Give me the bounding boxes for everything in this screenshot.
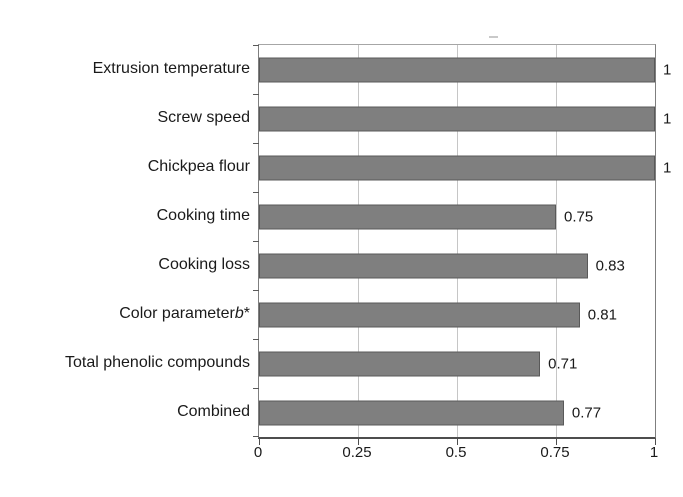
gridline-x-0.75 xyxy=(556,45,557,437)
bar xyxy=(259,302,580,327)
bar xyxy=(259,400,564,425)
bar-row: 0.75 xyxy=(259,192,655,241)
bar xyxy=(259,155,655,180)
x-axis-tick xyxy=(358,439,359,445)
bar-value-label: 0.77 xyxy=(571,404,602,421)
category-label: Color parameter b * xyxy=(119,304,250,322)
bar-value-label: 0.83 xyxy=(595,257,625,274)
category-label: Extrusion temperature xyxy=(92,59,250,77)
plot-area: 1 1 1 0.75 0.83 0.81 0.71 0.77 xyxy=(253,44,671,445)
category-axis-labels: Extrusion temperature Screw speed Chickpea… xyxy=(0,44,250,436)
category-axis-tick xyxy=(253,290,259,291)
bar-value-label: 1 xyxy=(663,61,672,78)
x-axis-tick-label: 0 xyxy=(253,444,263,461)
bar xyxy=(259,253,588,278)
category-label: Combined xyxy=(177,402,250,420)
category-axis-tick xyxy=(253,241,259,242)
category-axis-tick xyxy=(253,436,259,437)
category-axis-tick xyxy=(253,45,259,46)
category-axis-tick xyxy=(253,339,259,340)
category-label: Cooking time xyxy=(156,206,250,224)
category-axis-tick xyxy=(253,94,259,95)
bar xyxy=(259,204,556,229)
x-axis-tick xyxy=(259,439,260,445)
category-axis-tick xyxy=(253,388,259,389)
bar-row: 1 xyxy=(259,143,671,192)
bar-row: 0.77 xyxy=(259,388,655,437)
x-axis-tick-label: 1 xyxy=(649,444,659,461)
bar-row: 1 xyxy=(259,94,671,143)
x-axis-tick xyxy=(556,439,557,445)
category-label: Screw speed xyxy=(157,108,251,126)
bar xyxy=(259,106,655,131)
bar-value-label: 0.81 xyxy=(587,306,617,323)
category-label: Chickpea flour xyxy=(147,157,250,175)
x-axis-tick xyxy=(457,439,458,445)
x-axis-tick xyxy=(655,439,656,445)
bar-row: 1 xyxy=(259,45,671,94)
x-axis-tick-label: 0.5 xyxy=(445,444,467,461)
title-remnant-dash xyxy=(489,36,498,38)
gridline-x-0.5 xyxy=(457,45,458,437)
category-axis-tick xyxy=(253,192,259,193)
bar xyxy=(259,351,541,376)
bar xyxy=(259,57,655,82)
x-axis-tick-labels: 0 0.25 0.5 0.75 1 xyxy=(254,444,659,468)
bar-value-label: 0.75 xyxy=(564,208,594,225)
x-axis-tick-label: 0.75 xyxy=(540,444,570,461)
category-label: Cooking loss xyxy=(158,255,250,273)
bar-value-label: 1 xyxy=(663,159,672,176)
bar-row: 0.71 xyxy=(259,339,655,388)
x-axis-tick-label: 0.25 xyxy=(342,444,372,461)
bar-row: 0.81 xyxy=(259,290,655,339)
category-label: Total phenolic compounds xyxy=(64,353,250,371)
bar-value-label: 1 xyxy=(663,110,672,127)
gridline-x-0.25 xyxy=(358,45,359,437)
bar-row: 0.83 xyxy=(259,241,655,290)
bar-value-label: 0.71 xyxy=(548,355,578,372)
category-axis-tick xyxy=(253,143,259,144)
